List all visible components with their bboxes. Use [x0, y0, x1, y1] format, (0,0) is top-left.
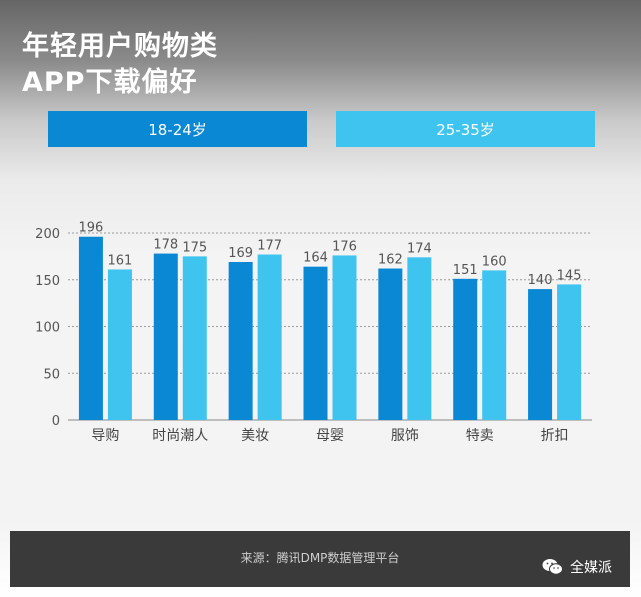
bar-series-a [528, 289, 553, 420]
data-label: 145 [557, 268, 582, 283]
footer-source-text: 来源：腾讯DMP数据管理平台 [240, 551, 400, 565]
y-tick-label: 50 [43, 367, 60, 382]
legend-label-series-a: 18-24岁 [148, 120, 207, 139]
data-label: 169 [228, 246, 253, 261]
data-label: 164 [303, 251, 328, 266]
wechat-icon [542, 559, 563, 575]
bar-series-a [453, 278, 478, 420]
legend-label-series-b: 25-35岁 [436, 120, 495, 139]
data-label: 161 [108, 253, 133, 268]
bar-series-b [557, 284, 582, 420]
data-label: 176 [332, 239, 357, 254]
x-tick-label: 美妆 [241, 428, 269, 444]
data-label: 175 [182, 240, 207, 255]
y-tick-label: 100 [35, 321, 60, 336]
x-tick-label: 导购 [91, 428, 119, 444]
brand-name: 全媒派 [570, 560, 612, 576]
bar-series-b [107, 269, 132, 420]
data-label: 160 [482, 254, 507, 269]
x-tick-label: 折扣 [541, 428, 569, 444]
x-tick-label: 时尚潮人 [152, 428, 208, 444]
bar-series-a [303, 266, 328, 420]
legend-item-series-b: 25-35岁 [336, 111, 595, 147]
x-tick-label: 服饰 [391, 428, 419, 444]
bar-series-b [332, 255, 357, 420]
bar-series-a [153, 253, 178, 420]
page-title-line-1: 年轻用户购物类 [22, 31, 218, 62]
data-label: 162 [378, 253, 403, 268]
page-title-line-2: APP下载偏好 [22, 67, 198, 98]
bar-series-b [257, 254, 282, 420]
y-tick-label: 0 [52, 414, 60, 429]
data-label: 177 [257, 239, 282, 254]
data-label: 151 [453, 263, 478, 278]
y-tick-label: 200 [35, 227, 60, 242]
bar-series-b [482, 270, 507, 420]
bar-series-b [182, 256, 207, 420]
bar-series-a [78, 236, 103, 420]
x-tick-label: 母婴 [316, 428, 344, 444]
footer-bar: 来源：腾讯DMP数据管理平台 [10, 531, 630, 587]
data-label: 178 [153, 238, 178, 253]
data-label: 140 [528, 273, 553, 288]
legend-item-series-a: 18-24岁 [48, 111, 307, 147]
brand-watermark: 全媒派 [542, 557, 612, 577]
bar-series-a [378, 268, 403, 420]
bar-series-b [407, 257, 432, 420]
y-tick-label: 150 [35, 274, 60, 289]
data-label: 196 [79, 221, 104, 236]
bar-series-a [228, 261, 253, 420]
x-tick-label: 特卖 [466, 428, 494, 444]
data-label: 174 [407, 241, 432, 256]
